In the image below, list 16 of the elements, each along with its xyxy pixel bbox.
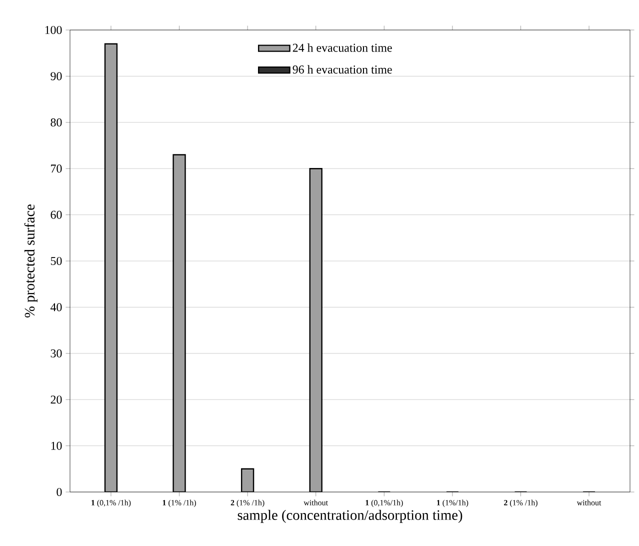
legend-label: 24 h evacuation time — [292, 43, 392, 52]
y-tick-label: 10 — [51, 442, 62, 450]
y-tick-label: 0 — [56, 488, 62, 496]
y-axis-title: % protected surface — [24, 204, 38, 318]
y-tick-label: 80 — [50, 118, 62, 126]
bar — [104, 43, 118, 492]
y-tick-label: 90 — [50, 72, 62, 80]
legend-label: 96 h evacuation time — [292, 65, 392, 74]
x-axis-title: sample (concentration/adsorption time) — [238, 510, 462, 523]
y-tick-label: 50 — [50, 256, 62, 266]
y-tick-label: 30 — [50, 349, 62, 358]
y-tick-label: 70 — [51, 164, 62, 173]
y-tick-label: 20 — [50, 396, 62, 404]
y-tick-label: 60 — [50, 210, 62, 219]
y-tick-label: 100 — [45, 26, 62, 34]
y-tick-label: 40 — [50, 303, 62, 312]
